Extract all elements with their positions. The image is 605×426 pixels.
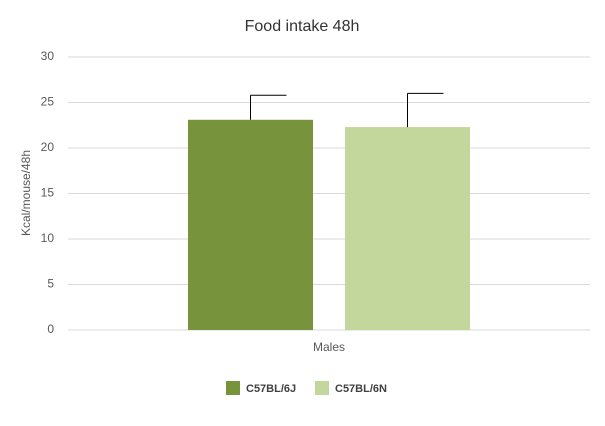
y-tick-label: 5 [47,277,54,291]
chart-title: Food intake 48h [245,18,360,35]
y-tick-label: 15 [41,186,55,200]
bar [188,119,313,330]
y-tick-label: 0 [47,322,54,336]
legend-swatch [315,381,329,395]
legend-text: C57BL/6J [246,383,296,395]
legend-text: C57BL/6N [335,383,387,395]
y-tick-label: 25 [41,95,55,109]
legend-swatch [226,381,240,395]
y-tick-label: 10 [41,231,55,245]
bar [345,127,470,330]
y-axis-label: Kcal/mouse/48h [19,150,33,236]
error-bar [250,94,287,120]
y-tick-label: 30 [41,49,55,63]
y-tick-label: 20 [41,140,55,154]
x-tick-label: Males [313,340,345,354]
error-bar [407,92,444,128]
